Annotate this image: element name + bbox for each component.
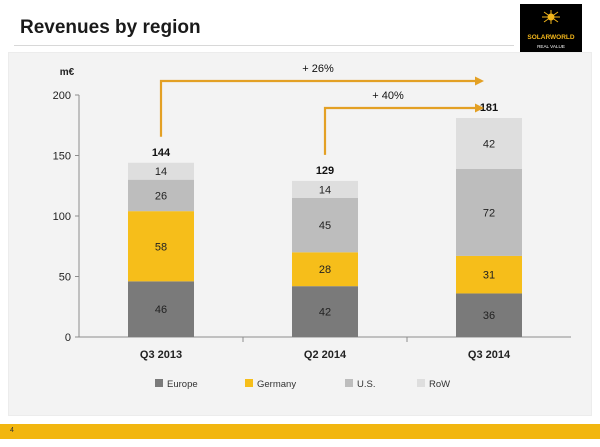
growth-arrow-head xyxy=(475,103,484,113)
bar-segment xyxy=(128,211,194,282)
total-label: 129 xyxy=(316,165,334,177)
y-tick-label: 100 xyxy=(53,211,71,223)
growth-annotation-label: + 40% xyxy=(372,90,404,102)
x-tick-label: Q3 2014 xyxy=(468,349,511,361)
data-label: 28 xyxy=(319,264,331,276)
chart-panel: m€ 0 50 100 150 200 Q3 2013 Q2 2014 Q3 2014 46 5… xyxy=(8,52,592,416)
legend-label: RoW xyxy=(429,379,450,390)
growth-arrow-line xyxy=(159,79,475,137)
data-label: 14 xyxy=(319,184,331,196)
bar-segment xyxy=(128,179,194,212)
bar-segment xyxy=(456,117,522,169)
growth-arrow-head xyxy=(475,76,484,86)
y-axis-label: m€ xyxy=(60,67,75,78)
legend-swatch xyxy=(245,379,253,387)
bar-segment xyxy=(456,293,522,337)
legend: Europe Germany U.S. RoW xyxy=(155,379,450,390)
y-tick-label: 150 xyxy=(53,151,71,163)
logo-tagline-text: REAL VALUE xyxy=(537,44,565,49)
legend-label: U.S. xyxy=(357,379,375,390)
annotations: + 26% + 40% xyxy=(159,63,484,155)
legend-swatch xyxy=(345,379,353,387)
page-number: 4 xyxy=(10,427,14,434)
y-tick-label: 50 xyxy=(59,272,71,284)
x-tick-label: Q3 2013 xyxy=(140,349,182,361)
footer-bar: 4 xyxy=(0,424,600,439)
data-label: 46 xyxy=(155,304,167,316)
data-label: 72 xyxy=(483,207,495,219)
growth-arrow-line xyxy=(323,106,475,155)
bar-segment xyxy=(292,252,358,287)
total-label: 181 xyxy=(480,102,498,114)
data-label: 14 xyxy=(155,166,167,178)
bar-segment xyxy=(292,197,358,253)
bar-segment xyxy=(292,286,358,337)
y-tick-label: 0 xyxy=(65,332,71,344)
data-label: 42 xyxy=(483,138,495,150)
solarworld-logo: SOLARWORLD REAL VALUE xyxy=(520,4,582,56)
bar-segment xyxy=(128,162,194,180)
legend-label: Europe xyxy=(167,379,198,390)
growth-annotation-label: + 26% xyxy=(302,63,334,75)
bars: 46 58 26 14 144 42 28 45 14 129 36 31 72 42 181 xyxy=(128,102,522,337)
legend-swatch xyxy=(417,379,425,387)
slide-title: Revenues by region xyxy=(20,17,201,38)
bar-segment xyxy=(292,180,358,198)
data-label: 58 xyxy=(155,241,167,253)
y-tick-label: 200 xyxy=(53,90,71,102)
data-label: 36 xyxy=(483,310,495,322)
data-label: 26 xyxy=(155,190,167,202)
total-label: 144 xyxy=(152,147,171,159)
data-label: 31 xyxy=(483,270,495,282)
sun-icon xyxy=(542,10,560,24)
x-tick-label: Q2 2014 xyxy=(304,349,347,361)
title-bar: Revenues by region xyxy=(14,11,514,46)
logo-brand-text: SOLARWORLD xyxy=(527,34,575,41)
data-label: 42 xyxy=(319,307,331,319)
bar-segment xyxy=(456,168,522,256)
stacked-bar-chart: m€ 0 50 100 150 200 Q3 2013 Q2 2014 Q3 2014 46 5… xyxy=(53,63,571,390)
data-label: 45 xyxy=(319,220,331,232)
bar-segment xyxy=(456,255,522,294)
legend-label: Germany xyxy=(257,379,296,390)
bar-segment xyxy=(128,281,194,337)
legend-swatch xyxy=(155,379,163,387)
